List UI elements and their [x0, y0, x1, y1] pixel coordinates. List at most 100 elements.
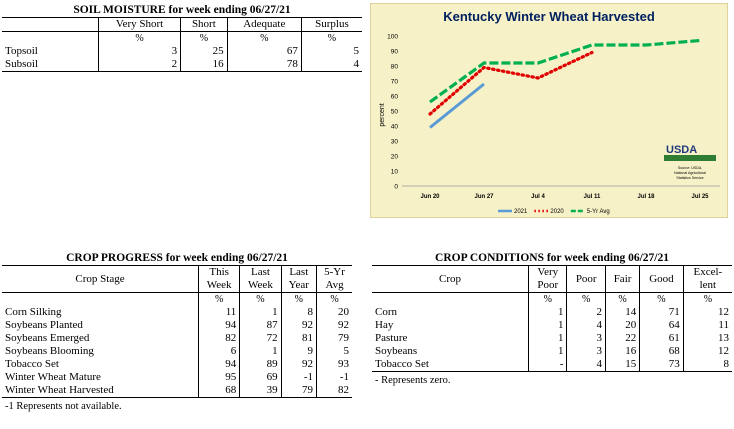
- table-row: Soybeans Emerged 82 72 81 79: [2, 332, 352, 345]
- cell: 92: [281, 319, 318, 332]
- row-label: Soybeans: [372, 345, 529, 358]
- pct-label: %: [330, 294, 339, 305]
- cell: 11: [718, 319, 729, 331]
- cell: 1: [528, 345, 568, 358]
- conditions-col-crop: Crop: [372, 265, 529, 293]
- y-tick-label: 60: [391, 94, 399, 101]
- wheat-harvested-chart: Kentucky Winter Wheat Harvested percent …: [370, 3, 728, 218]
- cell: 1: [528, 332, 568, 345]
- conditions-header-row: Crop Very Poor Poor Fair Good Excel-lent: [372, 265, 732, 293]
- col-line: Last: [289, 266, 309, 278]
- pct-label: %: [639, 292, 684, 306]
- cell: 2: [98, 58, 182, 72]
- cell: 8: [281, 306, 318, 319]
- pct-label: %: [98, 31, 182, 45]
- series-line-1: [428, 50, 594, 116]
- row-label: Soybeans Blooming: [2, 345, 199, 358]
- col-line: Week: [206, 279, 232, 291]
- table-row: Tobacco Set 94 89 92 93: [2, 358, 352, 371]
- cell: 39: [239, 384, 282, 398]
- cell: 69: [239, 371, 282, 384]
- soil-col-short: Short: [180, 17, 228, 32]
- y-tick-label: 80: [391, 64, 399, 71]
- cell: 78: [227, 58, 302, 72]
- cell: 61: [639, 332, 684, 345]
- cell: 1: [239, 345, 282, 358]
- row-label: Winter Wheat Harvested: [2, 384, 199, 398]
- cell: 1: [528, 319, 568, 332]
- crop-progress-table: CROP PROGRESS for week ending 06/27/21 C…: [2, 252, 352, 413]
- row-label: Tobacco Set: [372, 358, 529, 372]
- progress-col-this-week: This Week: [198, 265, 241, 293]
- col-line: Last: [250, 266, 270, 278]
- cell: 5: [343, 345, 350, 357]
- cell: 93: [338, 358, 349, 370]
- progress-pct-row: % % % %: [2, 292, 352, 306]
- y-tick-label: 20: [391, 154, 399, 161]
- col-line: Poor: [537, 279, 559, 291]
- x-tick-label: Jul 18: [637, 194, 655, 200]
- row-label: Soybeans Planted: [2, 319, 199, 332]
- table-row: Subsoil 2 16 78 4: [2, 58, 362, 72]
- y-axis-label: percent: [379, 103, 386, 126]
- cell: 73: [639, 358, 684, 372]
- row-label: Winter Wheat Mature: [2, 371, 199, 384]
- conditions-note: - Represents zero.: [375, 375, 451, 386]
- y-tick-label: 100: [387, 34, 398, 41]
- row-label: Subsoil: [2, 58, 99, 72]
- soil-col-adequate: Adequate: [227, 17, 302, 32]
- table-row: Pasture 1 3 22 61 13: [372, 332, 732, 345]
- cell: 3: [566, 332, 606, 345]
- pct-label: %: [528, 292, 568, 306]
- cell: 94: [198, 319, 241, 332]
- conditions-pct-row: % % % % %: [372, 292, 732, 306]
- cell: 87: [239, 319, 282, 332]
- conditions-col-poor: Poor: [566, 265, 606, 293]
- pct-label: %: [239, 292, 282, 306]
- cell: 1: [239, 306, 282, 319]
- soil-col-surplus: Surplus: [301, 17, 362, 32]
- cell: 72: [239, 332, 282, 345]
- usda-logo: USDA Source: USDA, National Agricultural…: [664, 144, 716, 180]
- cell: 82: [316, 384, 352, 398]
- series-lines: [428, 38, 701, 129]
- progress-note: -1 Represents not available.: [5, 401, 122, 412]
- cell: 89: [239, 358, 282, 371]
- row-label: Pasture: [372, 332, 529, 345]
- col-line: Excel-: [693, 266, 723, 278]
- cell: 3: [98, 45, 182, 58]
- cell: 67: [227, 45, 302, 58]
- cell: -1: [339, 371, 349, 383]
- cell: 6: [198, 345, 241, 358]
- conditions-col-excellent: Excel-lent: [683, 265, 732, 293]
- source-line: National Agricultural: [674, 171, 706, 175]
- cell: 12: [718, 306, 729, 318]
- y-ticks: 0 10 20 30 40 50 60 70 80 90 100: [387, 34, 398, 191]
- cell: 94: [198, 358, 241, 371]
- source-line: Source: USDA,: [678, 166, 702, 170]
- pct-label: %: [327, 33, 337, 44]
- col-line: lent: [699, 279, 717, 291]
- pct-label: %: [605, 292, 641, 306]
- y-tick-label: 30: [391, 139, 399, 146]
- col-line: Very: [537, 266, 559, 278]
- table-row: Winter Wheat Harvested 68 39 79 82: [2, 384, 352, 398]
- cell: 2: [566, 306, 606, 319]
- legend: 2021 2020 5-Yr Avg: [498, 209, 610, 215]
- col-line: 5-Yr: [324, 266, 345, 278]
- col-line: Avg: [325, 279, 344, 291]
- cell: 22: [605, 332, 641, 345]
- table-row: Winter Wheat Mature 95 69 -1 -1: [2, 371, 352, 384]
- table-row: Corn Silking 11 1 8 20: [2, 306, 352, 319]
- y-tick-label: 40: [391, 124, 399, 131]
- pct-label: %: [281, 292, 318, 306]
- crop-conditions-table: CROP CONDITIONS for week ending 06/27/21…: [372, 252, 732, 387]
- series-line-0: [429, 82, 485, 129]
- legend-label: 5-Yr Avg: [587, 209, 610, 215]
- usda-logo-bar: [664, 155, 716, 161]
- pct-label: %: [198, 292, 241, 306]
- y-tick-label: 50: [391, 109, 399, 116]
- cell: -: [528, 358, 568, 372]
- cell: 82: [198, 332, 241, 345]
- progress-col-last-week: Last Week: [239, 265, 282, 293]
